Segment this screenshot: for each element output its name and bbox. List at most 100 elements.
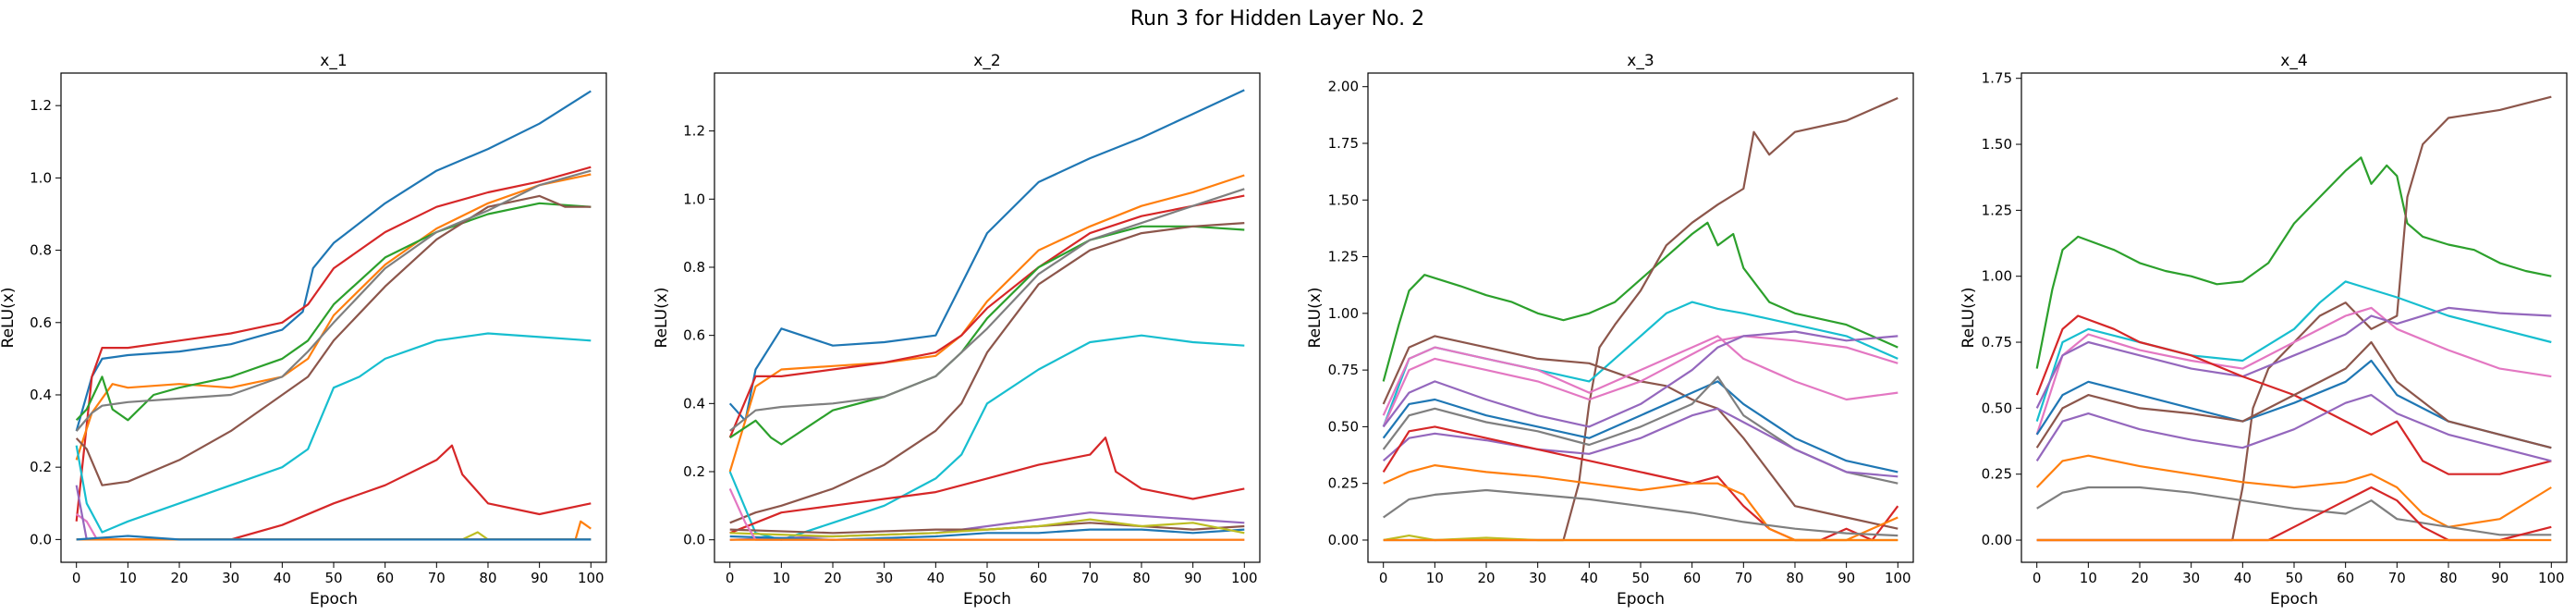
x-tick-label: 10 (773, 570, 790, 586)
x-tick-label: 90 (1837, 570, 1855, 586)
subplot-4: 0 10 20 30 40 50 60 70 80 90 100 0.00 0.25 0.50 0.75 1.… (1959, 52, 2568, 609)
y-tick-label: 1.00 (1982, 268, 2012, 285)
y-tick-label: 0.8 (30, 242, 52, 259)
series-line-13 (76, 535, 592, 541)
series-line-7 (2035, 359, 2552, 449)
series-line-11 (1382, 425, 1899, 542)
x-tick-label: 80 (2439, 570, 2457, 586)
subplot-title: x_2 (973, 52, 1000, 70)
series-lines (1382, 96, 1899, 542)
x-tick-label: 100 (2538, 570, 2565, 586)
subplot-title: x_3 (1627, 52, 1654, 70)
y-tick-label: 1.75 (1982, 70, 2012, 87)
series-line-6 (729, 188, 1245, 432)
x-tick-label: 60 (2337, 570, 2354, 586)
y-tick-label: 1.0 (683, 191, 705, 207)
x-tick-label: 10 (119, 570, 137, 586)
series-line-12 (729, 518, 1245, 538)
y-tick-label: 0.6 (683, 327, 705, 344)
series-line-5 (729, 222, 1245, 524)
y-tick-label: 1.50 (1982, 136, 2012, 153)
series-line-3 (728, 194, 1245, 438)
subplot-3: 0 10 20 30 40 50 60 70 80 90 100 0.00 0.25 0.50 0.75 1.… (1306, 52, 1914, 609)
x-tick-label: 100 (1885, 570, 1911, 586)
x-tick-label: 80 (479, 570, 496, 586)
y-tick-label: 1.75 (1328, 135, 1359, 152)
y-tick-label: 0.25 (1982, 466, 2012, 483)
series-line-3 (75, 173, 592, 461)
series-line-8 (2035, 340, 2552, 449)
x-tick-label: 60 (1683, 570, 1701, 586)
y-axis-label: ReLU(x) (653, 288, 671, 349)
series-line-10 (2035, 454, 2552, 528)
series-lines (2035, 95, 2552, 542)
series-line-5 (1382, 335, 1898, 416)
x-tick-label: 90 (1184, 570, 1202, 586)
series-line-1 (75, 90, 592, 432)
series-line-11 (729, 528, 1245, 541)
y-tick-label: 2.00 (1328, 79, 1359, 95)
series-line-12 (2036, 486, 2552, 542)
x-tick-label: 70 (2388, 570, 2406, 586)
y-tick-label: 0.50 (1982, 400, 2012, 416)
y-tick-label: 1.50 (1328, 191, 1359, 208)
series-line-1 (2035, 156, 2552, 369)
axes-frame (1367, 72, 1914, 563)
subplot-title: x_1 (320, 52, 347, 70)
x-tick-label: 70 (428, 570, 446, 586)
subplot-2: 0 10 20 30 40 50 60 70 80 90 100 0.0 0.2 0.4 0.6 0.8 1.0… (653, 52, 1261, 609)
x-tick-label: 60 (376, 570, 394, 586)
x-tick-label: 0 (1379, 570, 1388, 586)
series-line-2 (75, 166, 592, 522)
y-axis-label: ReLU(x) (1959, 288, 1978, 349)
series-line-8 (1382, 380, 1898, 474)
y-axis-label: ReLU(x) (0, 288, 18, 349)
x-tick-label: 90 (531, 570, 548, 586)
x-tick-label: 30 (875, 570, 893, 586)
x-tick-label: 30 (1529, 570, 1546, 586)
x-tick-label: 20 (1477, 570, 1495, 586)
x-tick-label: 100 (1231, 570, 1258, 586)
series-line-4 (2035, 306, 2552, 436)
x-tick-label: 100 (578, 570, 604, 586)
x-tick-label: 60 (1030, 570, 1047, 586)
series-line-5 (75, 194, 592, 486)
x-axis-label: Epoch (2270, 590, 2318, 609)
x-tick-label: 40 (927, 570, 945, 586)
series-line-3 (2035, 280, 2552, 422)
axes-frame (60, 72, 607, 563)
x-tick-label: 0 (2033, 570, 2042, 586)
axes-frame (2021, 72, 2568, 563)
x-tick-label: 0 (726, 570, 735, 586)
x-tick-label: 40 (1581, 570, 1598, 586)
series-line-5 (2035, 306, 2552, 409)
x-axis-label: Epoch (1617, 590, 1665, 609)
y-tick-label: 0.00 (1328, 532, 1359, 548)
x-tick-label: 40 (2234, 570, 2252, 586)
x-tick-label: 50 (1631, 570, 1649, 586)
x-axis-label: Epoch (963, 590, 1011, 609)
x-tick-label: 30 (222, 570, 239, 586)
y-tick-label: 1.25 (1328, 249, 1359, 265)
x-tick-label: 70 (1081, 570, 1099, 586)
x-tick-label: 20 (824, 570, 841, 586)
y-tick-label: 0.2 (30, 459, 52, 475)
series-line-8 (729, 437, 1245, 535)
y-tick-label: 0.4 (683, 395, 705, 412)
series-line-9 (2035, 394, 2552, 462)
series-line-1 (728, 89, 1245, 422)
series-line-6 (1382, 335, 1898, 427)
series-line-9 (76, 513, 592, 541)
y-tick-label: 0.50 (1328, 418, 1359, 435)
y-tick-label: 1.2 (683, 123, 705, 140)
series-line-9 (1382, 375, 1898, 485)
subplots: 0 10 20 30 40 50 60 70 80 90 1000.00.20.40.60.81.0… (0, 52, 2568, 609)
y-tick-label: 0.75 (1982, 334, 2012, 351)
y-tick-label: 0.4 (30, 387, 52, 403)
x-tick-label: 50 (324, 570, 342, 586)
series-line-1 (1382, 221, 1898, 382)
series-line-4 (729, 225, 1245, 446)
x-tick-label: 70 (1735, 570, 1752, 586)
x-tick-label: 50 (2285, 570, 2302, 586)
